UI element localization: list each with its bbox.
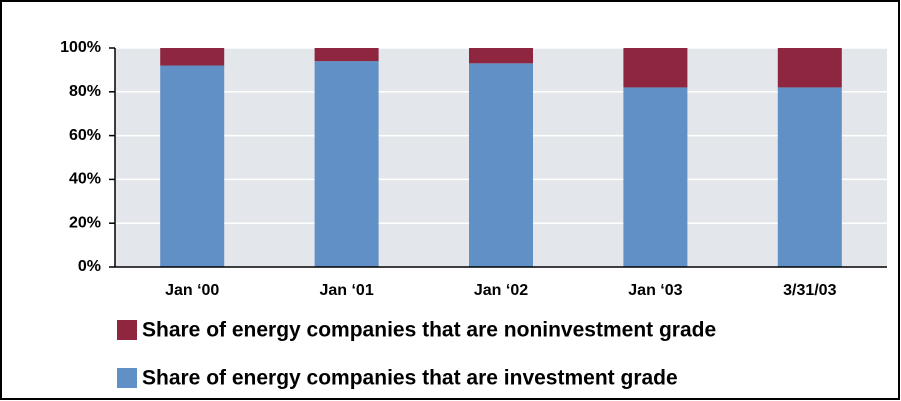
bar-segment: [469, 48, 533, 64]
x-tick-label: Jan ‘02: [474, 282, 528, 299]
bar-segment: [623, 87, 688, 267]
bar-segment: [623, 48, 688, 88]
x-tick-label: 3/31/03: [783, 282, 836, 299]
y-tick-label: 100%: [60, 39, 101, 56]
y-tick-label: 40%: [69, 171, 101, 188]
y-tick-label: 20%: [69, 214, 101, 231]
bar-segment: [469, 63, 533, 267]
legend-label: Share of energy companies that are nonin…: [142, 319, 716, 342]
x-tick-label: Jan ‘00: [165, 282, 219, 299]
y-tick-label: 0%: [78, 258, 101, 275]
bar-segment: [314, 48, 379, 62]
legend-label: Share of energy companies that are inves…: [142, 367, 678, 390]
bar-segment: [160, 65, 225, 268]
y-tick-label: 80%: [69, 83, 101, 100]
marks: [115, 47, 887, 268]
bar-segment: [314, 61, 379, 267]
bar-segment: [160, 48, 225, 66]
bar-segment: [777, 48, 842, 88]
legend-swatch: [117, 368, 137, 388]
bar-segment: [777, 87, 842, 267]
x-tick-label: Jan ‘03: [628, 282, 682, 299]
y-tick-label: 60%: [69, 127, 101, 144]
legend-swatch: [117, 320, 137, 340]
x-tick-label: Jan ‘01: [319, 282, 373, 299]
